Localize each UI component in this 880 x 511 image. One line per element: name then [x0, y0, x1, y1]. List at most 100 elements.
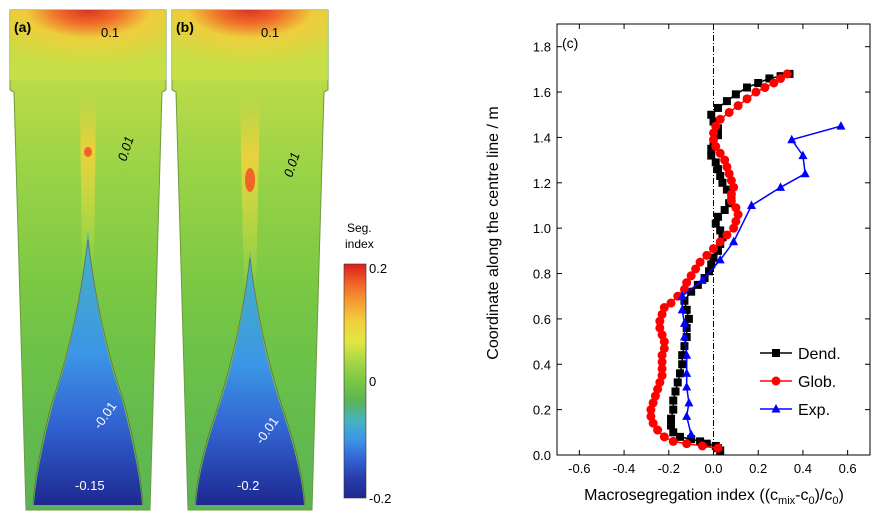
- panel-b-contour-label-bottom: -0.2: [237, 478, 259, 493]
- data-point-glob: [648, 418, 658, 428]
- x-tick-label: 0.6: [839, 461, 857, 476]
- data-point-glob: [682, 278, 692, 288]
- data-point-glob: [782, 69, 792, 79]
- data-point-glob: [711, 141, 721, 151]
- data-point-exp: [682, 381, 692, 391]
- y-tick-label: 1.4: [533, 130, 551, 145]
- data-point-glob: [715, 237, 725, 247]
- data-point-dend: [765, 74, 774, 83]
- data-point-dend: [675, 369, 684, 378]
- data-point-dend: [718, 233, 727, 242]
- series-dend: [667, 69, 794, 455]
- series-line-dend: [670, 73, 790, 452]
- panel-a-hot-spine: [80, 95, 96, 275]
- panel-b-negative-zone: [196, 250, 304, 505]
- data-point-exp: [684, 397, 694, 407]
- data-point-glob: [702, 250, 712, 260]
- colorbar-tick-top: 0.2: [369, 261, 387, 276]
- data-point-dend: [707, 151, 716, 160]
- legend-label-dend: Dend.: [798, 346, 841, 363]
- colorbar-bar: [343, 263, 367, 499]
- data-point-glob: [742, 94, 752, 104]
- panel-a-contour-label-mid: 0.01: [115, 134, 137, 163]
- data-point-glob: [760, 83, 770, 93]
- data-point-glob: [729, 223, 739, 233]
- data-point-glob: [659, 432, 669, 442]
- data-point-glob: [655, 323, 665, 333]
- data-point-glob: [724, 169, 734, 179]
- panel-b-hot-spine: [240, 95, 260, 295]
- data-point-dend: [707, 260, 716, 269]
- data-point-glob: [697, 441, 707, 451]
- data-point-glob: [686, 271, 696, 281]
- data-point-dend: [711, 219, 720, 228]
- panel-b: (b) 0.1 0.01 -0.01 -0.2: [171, 9, 329, 511]
- data-point-glob: [722, 230, 732, 240]
- data-point-glob: [655, 316, 665, 326]
- x-tick-label: -0.6: [568, 461, 590, 476]
- chart-panel-label: (c): [562, 35, 578, 51]
- colorbar-tick-mid: 0: [369, 374, 376, 389]
- data-point-dend: [669, 396, 678, 405]
- panel-b-contour-label-top: 0.1: [261, 25, 279, 40]
- data-point-glob: [666, 298, 676, 308]
- data-point-glob: [731, 216, 741, 226]
- data-point-glob: [715, 148, 725, 158]
- data-point-exp: [787, 134, 797, 144]
- data-point-glob: [709, 128, 718, 138]
- data-point-dend: [671, 387, 680, 396]
- panel-a: (a) 0.1 0.01 -0.01 -0.15: [9, 9, 167, 511]
- colorbar: Seg. index 0.2 0 -0.2: [343, 221, 391, 506]
- data-point-exp: [715, 254, 725, 264]
- x-tick-label: 0.0: [704, 461, 722, 476]
- panel-b-contour-label-mid: 0.01: [281, 150, 303, 179]
- data-point-dend: [669, 405, 678, 414]
- data-point-dend: [709, 117, 718, 126]
- data-point-glob: [657, 350, 667, 360]
- x-axis-label-main: Macrosegregation index ((c: [584, 487, 778, 504]
- data-point-dend: [675, 432, 684, 441]
- data-point-glob: [657, 357, 667, 367]
- panel-b-label: (b): [176, 19, 194, 35]
- panel-b-hot-spot: [245, 168, 255, 192]
- data-point-glob: [648, 398, 658, 408]
- data-point-dend: [707, 144, 716, 153]
- x-axis-label: Macrosegregation index ((cmix-c0)/c0): [584, 487, 844, 507]
- data-point-dend: [667, 421, 676, 430]
- y-tick-label: 1.8: [533, 40, 551, 55]
- data-point-dend: [678, 360, 687, 369]
- data-point-glob: [659, 303, 669, 313]
- y-tick-label: 0.0: [533, 448, 551, 463]
- data-point-exp: [677, 304, 687, 314]
- data-point-dend: [720, 206, 729, 215]
- data-point-dend: [667, 414, 676, 423]
- data-point-glob: [709, 135, 718, 145]
- data-point-glob: [731, 203, 741, 213]
- data-point-dend: [709, 253, 718, 262]
- x-axis-label-sub-mix: mix: [778, 495, 796, 507]
- x-axis-label-end: )/c: [815, 487, 833, 504]
- data-point-glob: [668, 436, 678, 446]
- data-point-dend: [754, 78, 763, 87]
- data-point-glob: [659, 343, 669, 353]
- x-tick-label: -0.2: [658, 461, 680, 476]
- data-point-dend: [669, 428, 678, 437]
- data-point-glob: [733, 101, 743, 111]
- colorbar-title-line2: index: [345, 237, 374, 251]
- data-point-dend: [713, 246, 722, 255]
- data-point-dend: [716, 226, 725, 235]
- data-point-dend: [713, 103, 722, 112]
- data-point-glob: [657, 330, 667, 340]
- data-point-glob: [709, 244, 718, 254]
- y-tick-label: 1.0: [533, 221, 551, 236]
- panel-b-hot-top: [172, 10, 328, 80]
- data-point-dend: [687, 435, 696, 444]
- data-point-glob: [657, 364, 667, 374]
- data-point-exp: [836, 121, 846, 130]
- data-point-dend: [680, 296, 689, 305]
- data-point-exp: [729, 236, 739, 246]
- data-point-dend: [696, 437, 705, 446]
- data-point-dend: [682, 323, 691, 332]
- data-point-dend: [713, 212, 722, 221]
